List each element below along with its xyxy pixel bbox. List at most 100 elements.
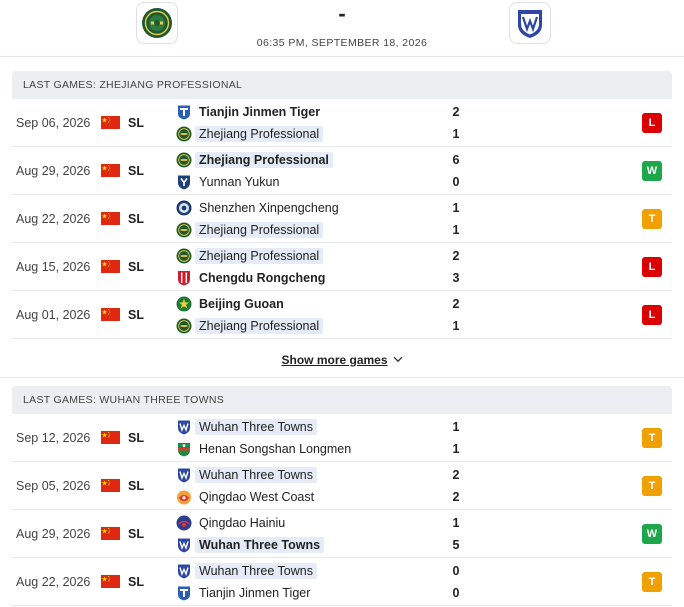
tianjin-logo-icon — [176, 104, 192, 120]
league-label: SL — [128, 527, 144, 541]
league-label: SL — [128, 260, 144, 274]
home-team-name: Wuhan Three Towns — [195, 419, 317, 435]
china-flag-icon — [101, 164, 120, 177]
result-badge: L — [642, 113, 662, 133]
match-row[interactable]: Aug 29, 2026 SL Zhejiang Professional 6 Yunn… — [12, 147, 672, 195]
away-team[interactable]: Tianjin Jinmen Tiger — [176, 583, 314, 603]
chevron-down-icon — [393, 356, 402, 363]
away-goals: 1 — [452, 319, 460, 333]
wuhan-logo-icon — [176, 563, 192, 579]
wuhan-logo-icon — [176, 537, 192, 553]
zhejiang-logo-icon — [176, 248, 192, 264]
home-goals: 1 — [452, 420, 460, 434]
zhejiang-logo-icon — [176, 152, 192, 168]
qingdao-hainiu-logo-icon — [176, 515, 192, 531]
away-goals: 3 — [452, 271, 460, 285]
away-team[interactable]: Chengdu Rongcheng — [176, 268, 329, 288]
match-row[interactable]: Sep 06, 2026 SL Tianjin Jinmen Tiger 2 Zheji… — [12, 99, 672, 147]
away-team[interactable]: Yunnan Yukun — [176, 172, 283, 192]
away-team[interactable]: Qingdao West Coast — [176, 487, 318, 507]
qingdao-west-coast-logo-icon — [176, 489, 192, 505]
away-team[interactable]: Zhejiang Professional — [176, 316, 324, 336]
league-label: SL — [128, 164, 144, 178]
match-row[interactable]: Aug 22, 2026 SL Wuhan Three Towns 0 Tianjin … — [12, 558, 672, 606]
result-badge: T — [642, 476, 662, 496]
home-team[interactable]: Wuhan Three Towns — [176, 561, 317, 581]
beijing-logo-icon — [176, 296, 192, 312]
match-date: Sep 06, 2026 — [16, 116, 91, 130]
home-goals: 2 — [452, 249, 460, 263]
league-label: SL — [128, 575, 144, 589]
away-team[interactable]: Zhejiang Professional — [176, 220, 324, 240]
wuhan-logo-icon — [176, 419, 192, 435]
shenzhen-logo-icon — [176, 200, 192, 216]
away-team[interactable]: Henan Songshan Longmen — [176, 439, 355, 459]
home-team-name: Qingdao Hainiu — [199, 516, 286, 530]
chengdu-logo-icon — [176, 270, 192, 286]
league-label: SL — [128, 308, 144, 322]
league-label: SL — [128, 116, 144, 130]
home-goals: 2 — [452, 105, 460, 119]
result-badge: T — [642, 209, 662, 229]
match-date: Aug 15, 2026 — [16, 260, 91, 274]
away-goals: 5 — [452, 538, 460, 552]
away-goals: 1 — [452, 442, 460, 456]
china-flag-icon — [101, 260, 120, 273]
away-team-logo[interactable] — [509, 2, 551, 44]
match-row[interactable]: Sep 12, 2026 SL Wuhan Three Towns 1 Henan So… — [12, 414, 672, 462]
away-goals: 0 — [452, 175, 460, 189]
home-team[interactable]: Tianjin Jinmen Tiger — [176, 102, 324, 122]
match-date: Aug 01, 2026 — [16, 308, 91, 322]
match-date: Aug 29, 2026 — [16, 164, 91, 178]
section-header-away: LAST GAMES: WUHAN THREE TOWNS — [12, 386, 672, 414]
away-team-name: Zhejiang Professional — [195, 126, 324, 142]
show-more-button[interactable]: Show more games — [281, 353, 402, 367]
home-team-name: Zhejiang Professional — [195, 152, 333, 168]
home-team[interactable]: Zhejiang Professional — [176, 246, 324, 266]
china-flag-icon — [101, 212, 120, 225]
away-team[interactable]: Zhejiang Professional — [176, 124, 324, 144]
home-team-name: Zhejiang Professional — [195, 248, 324, 264]
section-header-home: LAST GAMES: ZHEJIANG PROFESSIONAL — [12, 71, 672, 99]
home-team-name: Tianjin Jinmen Tiger — [199, 105, 321, 119]
home-goals: 1 — [452, 516, 460, 530]
tianjin-logo-icon — [176, 585, 192, 601]
away-team-name: Zhejiang Professional — [195, 222, 324, 238]
match-row[interactable]: Sep 05, 2026 SL Wuhan Three Towns 2 Qingdao … — [12, 462, 672, 510]
wuhan-logo-icon — [176, 467, 192, 483]
away-team-name: Chengdu Rongcheng — [199, 271, 326, 285]
home-goals: 2 — [452, 297, 460, 311]
china-flag-icon — [101, 527, 120, 540]
away-goals: 1 — [452, 127, 460, 141]
match-row[interactable]: Aug 22, 2026 SL Shenzhen Xinpengcheng 1 Zhej… — [12, 195, 672, 243]
away-team[interactable]: Wuhan Three Towns — [176, 535, 325, 555]
result-badge: T — [642, 572, 662, 592]
wuhan-logo-icon — [518, 10, 542, 38]
home-team-name: Beijing Guoan — [199, 297, 284, 311]
match-date: Aug 29, 2026 — [16, 527, 91, 541]
home-team[interactable]: Beijing Guoan — [176, 294, 288, 314]
home-team[interactable]: Wuhan Three Towns — [176, 465, 317, 485]
home-team[interactable]: Shenzhen Xinpengcheng — [176, 198, 343, 218]
home-team-name: Shenzhen Xinpengcheng — [199, 201, 339, 215]
score-separator: - — [338, 1, 346, 26]
match-date: Aug 22, 2026 — [16, 575, 91, 589]
result-badge: W — [642, 161, 662, 181]
home-team[interactable]: Wuhan Three Towns — [176, 417, 317, 437]
match-row[interactable]: Aug 29, 2026 SL Qingdao Hainiu 1 Wuhan Three… — [12, 510, 672, 558]
home-goals: 6 — [452, 153, 460, 167]
result-badge: L — [642, 257, 662, 277]
home-goals: 2 — [452, 468, 460, 482]
league-label: SL — [128, 212, 144, 226]
home-team[interactable]: Qingdao Hainiu — [176, 513, 289, 533]
henan-logo-icon — [176, 441, 192, 457]
match-header: - 06:35 PM, SEPTEMBER 18, 2026 — [0, 0, 684, 57]
show-more-row: Show more games — [0, 342, 684, 378]
match-row[interactable]: Aug 01, 2026 SL Beijing Guoan 2 Zhejiang Pro… — [12, 291, 672, 339]
match-row[interactable]: Aug 15, 2026 SL Zhejiang Professional 2 Chen… — [12, 243, 672, 291]
home-team[interactable]: Zhejiang Professional — [176, 150, 333, 170]
away-goals: 2 — [452, 490, 460, 504]
zhejiang-logo-icon — [176, 126, 192, 142]
away-goals: 0 — [452, 586, 460, 600]
home-team-logo[interactable] — [136, 2, 178, 44]
